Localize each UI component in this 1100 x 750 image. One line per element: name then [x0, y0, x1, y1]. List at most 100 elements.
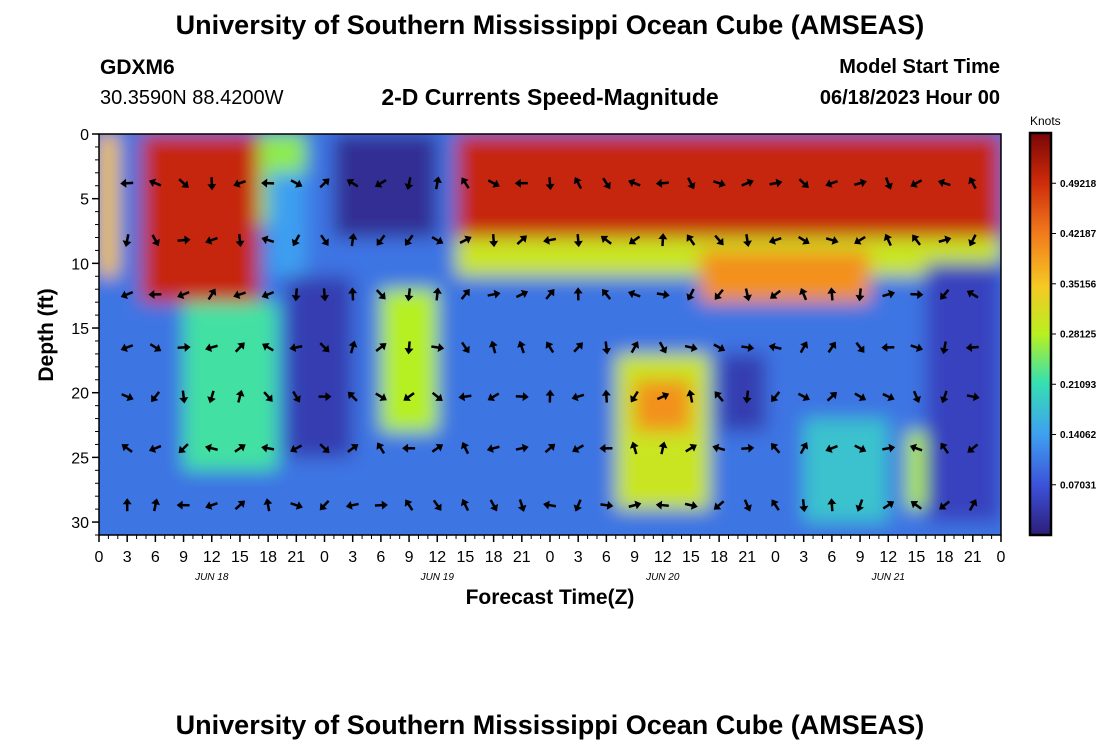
current-arrow [686, 389, 696, 403]
current-arrow [601, 389, 611, 403]
y-tick-label: 30 [71, 515, 89, 532]
current-arrow [545, 341, 555, 354]
current-arrow [375, 343, 387, 353]
x-tick-label: 9 [856, 549, 865, 566]
current-arrow [120, 178, 134, 188]
current-arrow [543, 500, 557, 510]
colorbar [1028, 131, 1053, 537]
current-arrow [205, 343, 218, 353]
x-tick-label: 18 [259, 549, 277, 566]
current-arrow [743, 288, 752, 302]
current-arrow [855, 499, 864, 512]
current-arrow [207, 177, 217, 191]
x-tick-label: 15 [457, 549, 475, 566]
current-arrow [855, 341, 865, 353]
current-arrow [516, 235, 528, 246]
current-arrow [233, 290, 246, 299]
heatmap-cell [380, 289, 438, 432]
current-arrow [488, 340, 498, 354]
current-arrow [348, 340, 358, 354]
current-arrow [178, 178, 189, 188]
current-arrow [656, 392, 670, 401]
current-arrow [148, 178, 162, 187]
current-arrow [205, 501, 218, 510]
x-tick-label: 6 [151, 549, 160, 566]
current-arrow [402, 443, 416, 453]
x-tick-label: 6 [376, 549, 385, 566]
current-arrow [799, 499, 809, 513]
current-arrow [628, 500, 642, 510]
current-arrow [487, 289, 501, 299]
colorbar-label: Knots [1030, 114, 1061, 128]
current-arrow [375, 392, 387, 401]
current-arrow [630, 341, 640, 354]
day-label: JUN 19 [420, 572, 455, 583]
x-tick-label: 12 [654, 549, 672, 566]
current-arrow [968, 499, 978, 512]
current-arrow [489, 499, 499, 512]
current-arrow [573, 234, 583, 248]
current-arrow [912, 390, 921, 404]
current-arrow [825, 236, 839, 245]
x-tick-label: 0 [771, 549, 780, 566]
current-arrow [827, 498, 837, 512]
current-arrow [263, 391, 273, 402]
current-arrow [486, 444, 500, 453]
current-arrow [769, 178, 783, 188]
x-tick-label: 18 [710, 549, 728, 566]
current-arrow [854, 392, 867, 401]
current-arrow [912, 234, 922, 246]
y-tick-label: 5 [80, 192, 89, 209]
current-arrow [207, 390, 216, 404]
day-label: JUN 21 [871, 572, 905, 583]
current-arrow [881, 342, 895, 352]
current-arrow [432, 287, 442, 301]
current-arrow [291, 234, 301, 247]
x-tick-label: 0 [997, 549, 1006, 566]
model-start-label: Model Start Time [839, 56, 1000, 78]
current-arrow [855, 288, 865, 302]
current-arrow [799, 341, 809, 354]
current-arrow [599, 443, 613, 453]
current-arrow [122, 498, 132, 512]
current-arrow [884, 177, 893, 190]
current-arrow [404, 288, 414, 302]
current-arrow [938, 235, 952, 245]
current-arrow [741, 443, 755, 453]
current-arrow [687, 177, 696, 190]
current-arrow [205, 443, 218, 453]
current-arrow [712, 443, 726, 453]
current-arrow [967, 443, 979, 453]
current-arrow [910, 289, 924, 299]
x-tick-label: 12 [428, 549, 446, 566]
current-arrow [573, 499, 582, 512]
current-arrow [882, 392, 895, 402]
current-arrow [937, 178, 951, 188]
current-arrow [347, 444, 359, 453]
current-arrow [234, 444, 246, 453]
current-arrow [292, 390, 301, 403]
current-arrow [261, 235, 275, 245]
current-arrow [431, 391, 443, 402]
x-tick-label: 9 [179, 549, 188, 566]
current-arrow [742, 390, 752, 404]
current-arrow [233, 179, 246, 188]
x-tick-label: 3 [574, 549, 583, 566]
current-arrow [289, 343, 303, 353]
current-arrow [968, 234, 977, 247]
current-arrow [235, 234, 245, 248]
current-arrow [235, 389, 245, 403]
colorbar-tick-label: 0.49218 [1060, 179, 1097, 190]
current-arrow [404, 234, 414, 246]
current-arrow [149, 343, 162, 352]
x-tick-label: 15 [908, 549, 926, 566]
current-arrow [404, 499, 414, 511]
current-arrow [827, 287, 837, 301]
colorbar-tick-label: 0.35156 [1060, 279, 1097, 290]
current-arrow [461, 341, 470, 354]
current-arrow [374, 178, 387, 188]
current-arrow [573, 287, 583, 301]
current-arrow [854, 444, 867, 453]
current-arrow [319, 178, 330, 189]
current-arrow [968, 177, 977, 190]
